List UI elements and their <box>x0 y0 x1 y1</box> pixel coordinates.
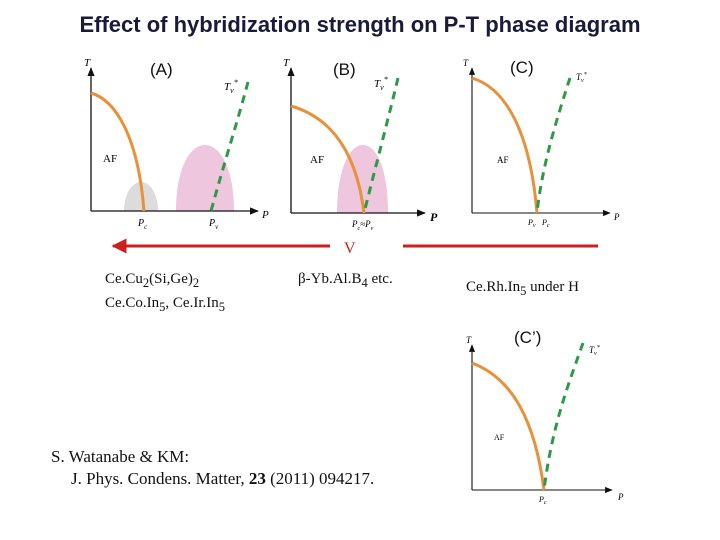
panel-b-t-label: T <box>283 57 290 69</box>
panel-a-diagram: T P Tv* AF Pc Pv <box>84 57 269 231</box>
panel-cp-valence-line <box>542 342 585 491</box>
panel-c-p-label: P <box>613 212 620 222</box>
slide-title: Effect of hybridization strength on P-T … <box>79 12 641 37</box>
panel-a-pv-label: Pv <box>208 218 219 231</box>
panel-c-pc-label: Pc <box>541 218 550 229</box>
panel-b-tv-label: Tv* <box>374 75 388 92</box>
materials-left-line1: Ce.Cu2(Si,Ge)2 <box>105 271 200 290</box>
panel-a-pc-label: Pc <box>137 218 148 231</box>
panel-cp-diagram: T P Tv* AF Pc <box>466 335 624 506</box>
materials-right: Ce.Rh.In5 under H <box>466 279 579 298</box>
panel-b-af-label: AF <box>310 154 324 166</box>
panel-b-p-label: P <box>430 210 438 224</box>
panel-a-pink-dome <box>176 145 234 211</box>
materials-center: β-Yb.Al.B4 etc. <box>298 271 393 290</box>
panel-b-af-boundary <box>290 104 366 214</box>
panel-cp-tv-label: Tv* <box>589 345 600 357</box>
panel-a-af-label: AF <box>103 153 117 165</box>
panel-a-tv-label: Tv* <box>224 78 238 95</box>
panel-cp-pc-label: Pc <box>538 495 547 506</box>
middle-symbol: V <box>344 240 356 257</box>
panel-cp-p-label: P <box>617 492 624 502</box>
panel-b-label: (B) <box>333 60 356 79</box>
reference-line1: S. Watanabe & KM: <box>51 447 190 466</box>
panel-c-label: (C) <box>510 58 534 77</box>
panel-cp-af-label: AF <box>494 433 505 442</box>
reference-line2: J. Phys. Condens. Matter, 23 (2011) 0942… <box>71 469 375 488</box>
panel-b-pcv-label: Pc≈Pv <box>351 219 374 232</box>
panel-cp-af-boundary <box>471 361 546 491</box>
panel-cp-label: (C’) <box>514 328 542 347</box>
panel-cp-t-label: T <box>466 335 472 345</box>
panel-c-diagram: T P Tv* AF Pv Pc <box>463 58 620 229</box>
panel-a-af-boundary <box>90 91 146 212</box>
materials-left: Ce.Cu2(Si,Ge)2 Ce.Co.In5, Ce.Ir.In5 <box>105 269 225 317</box>
panel-a-t-label: T <box>84 57 91 69</box>
panel-a-valence-line <box>209 81 250 212</box>
panel-c-af-boundary <box>471 76 539 214</box>
panel-c-tv-label: Tv* <box>576 72 587 84</box>
panel-c-t-label: T <box>463 58 469 68</box>
panel-c-pv-label: Pv <box>527 218 536 229</box>
panel-a-label: (A) <box>150 60 173 79</box>
panel-b-valence-line <box>362 77 400 214</box>
reference: S. Watanabe & KM: J. Phys. Condens. Matt… <box>51 446 374 490</box>
panel-c-valence-line <box>535 77 572 214</box>
panel-a-p-label: P <box>261 209 269 221</box>
panel-b-diagram: T P Tv* AF Pc≈Pv <box>283 57 438 232</box>
materials-left-line2: Ce.Co.In5, Ce.Ir.In5 <box>105 295 225 314</box>
panel-a-grey-dome <box>124 182 158 211</box>
panel-c-af-label: AF <box>497 155 509 165</box>
